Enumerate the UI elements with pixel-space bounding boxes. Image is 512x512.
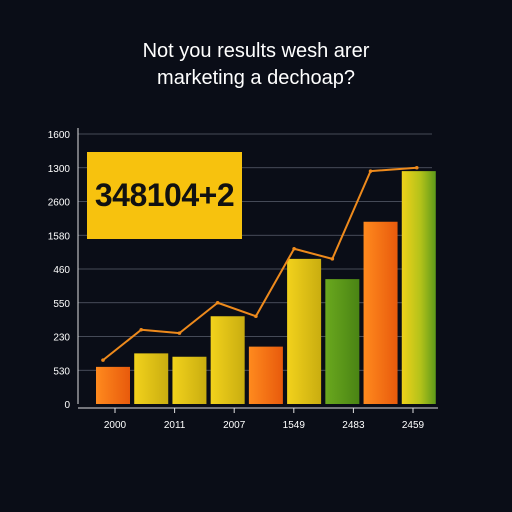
trend-point (254, 314, 258, 319)
x-tick-label: 2459 (402, 420, 425, 431)
y-tick-label: 1300 (48, 164, 71, 175)
chart-title-line-2: marketing a dechoap? (157, 67, 355, 89)
x-tick-label: 1549 (283, 420, 306, 431)
y-tick-label: 550 (53, 299, 70, 310)
x-tick-label: 2011 (164, 420, 186, 431)
x-tick-label: 2483 (342, 420, 365, 431)
chart-title: Not you results wesh arer marketing a de… (0, 38, 512, 92)
y-tick-label: 1580 (48, 231, 71, 242)
trend-point (368, 169, 373, 173)
bar (134, 353, 169, 404)
value-callout: 348104+2 (87, 152, 242, 239)
axes (77, 128, 438, 409)
y-tick-label: 530 (53, 366, 70, 377)
trend-point (215, 300, 220, 305)
y-axis-ticks: 0 530 230 550 460 1580 2600 1300 1600 (48, 130, 71, 411)
trend-point (177, 331, 182, 335)
callout-value: 348104+2 (94, 177, 235, 213)
bar (363, 221, 398, 404)
x-axis-ticks: 2000 2011 2007 1549 2483 2459 (104, 408, 425, 431)
trend-point (139, 327, 144, 332)
bars (96, 171, 436, 404)
trend-point (292, 246, 296, 251)
y-tick-label: 230 (53, 333, 70, 344)
y-tick-label: 460 (53, 265, 70, 276)
y-tick-label: 2600 (48, 198, 71, 209)
bar (210, 316, 245, 404)
trend-line-group (101, 165, 419, 362)
trend-point (101, 358, 105, 362)
x-tick-label: 2007 (223, 420, 246, 431)
y-tick-label: 1600 (48, 130, 71, 141)
chart-title-line-1: Not you results wesh arer (142, 40, 370, 62)
bar (287, 258, 322, 404)
bar (172, 356, 207, 404)
bar (248, 346, 283, 404)
trend-point (414, 165, 419, 170)
bar (401, 171, 436, 404)
bar (325, 279, 360, 404)
x-tick-label: 2000 (104, 420, 127, 431)
y-tick-label: 0 (64, 400, 70, 411)
trend-point (330, 257, 335, 261)
bar (96, 366, 130, 404)
